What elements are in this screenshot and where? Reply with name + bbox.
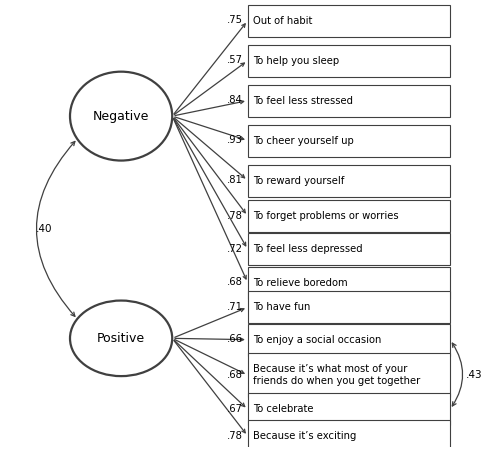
Text: Negative: Negative bbox=[93, 110, 150, 122]
FancyBboxPatch shape bbox=[248, 165, 450, 197]
Ellipse shape bbox=[70, 301, 172, 376]
FancyBboxPatch shape bbox=[248, 267, 450, 299]
FancyBboxPatch shape bbox=[248, 420, 450, 450]
Text: To feel less depressed: To feel less depressed bbox=[253, 244, 362, 254]
Text: .72: .72 bbox=[226, 244, 242, 254]
Text: .75: .75 bbox=[226, 15, 242, 25]
Text: Out of habit: Out of habit bbox=[253, 16, 312, 26]
Ellipse shape bbox=[70, 72, 172, 161]
Text: To reward yourself: To reward yourself bbox=[253, 176, 344, 185]
Text: To help you sleep: To help you sleep bbox=[253, 55, 339, 66]
Text: .71: .71 bbox=[226, 302, 242, 312]
Text: .66: .66 bbox=[226, 334, 242, 344]
Text: To celebrate: To celebrate bbox=[253, 405, 314, 414]
Text: .67: .67 bbox=[226, 404, 242, 414]
Text: .57: .57 bbox=[226, 55, 242, 65]
Text: .81: .81 bbox=[226, 175, 242, 185]
Text: .43: .43 bbox=[466, 369, 483, 379]
FancyBboxPatch shape bbox=[248, 324, 450, 356]
FancyBboxPatch shape bbox=[248, 4, 450, 36]
Text: .40: .40 bbox=[36, 224, 52, 234]
Text: Positive: Positive bbox=[97, 332, 145, 345]
FancyBboxPatch shape bbox=[248, 234, 450, 266]
FancyBboxPatch shape bbox=[248, 200, 450, 232]
Text: Because it’s what most of your
friends do when you get together: Because it’s what most of your friends d… bbox=[253, 364, 420, 387]
FancyBboxPatch shape bbox=[248, 291, 450, 323]
Text: .68: .68 bbox=[226, 370, 242, 380]
Text: .78: .78 bbox=[226, 431, 242, 441]
FancyArrowPatch shape bbox=[452, 343, 462, 406]
Text: To feel less stressed: To feel less stressed bbox=[253, 95, 353, 106]
FancyBboxPatch shape bbox=[248, 45, 450, 76]
FancyBboxPatch shape bbox=[248, 393, 450, 425]
Text: To cheer yourself up: To cheer yourself up bbox=[253, 135, 354, 145]
Text: To have fun: To have fun bbox=[253, 302, 310, 312]
FancyBboxPatch shape bbox=[248, 353, 450, 397]
Text: To forget problems or worries: To forget problems or worries bbox=[253, 211, 398, 221]
Text: To enjoy a social occasion: To enjoy a social occasion bbox=[253, 335, 382, 345]
Text: .93: .93 bbox=[226, 135, 242, 145]
Text: To relieve boredom: To relieve boredom bbox=[253, 278, 348, 288]
FancyArrowPatch shape bbox=[36, 141, 75, 316]
Text: .68: .68 bbox=[226, 278, 242, 288]
FancyBboxPatch shape bbox=[248, 85, 450, 117]
FancyBboxPatch shape bbox=[248, 125, 450, 157]
Text: .84: .84 bbox=[226, 95, 242, 105]
Text: Because it’s exciting: Because it’s exciting bbox=[253, 431, 356, 441]
Text: .78: .78 bbox=[226, 211, 242, 221]
